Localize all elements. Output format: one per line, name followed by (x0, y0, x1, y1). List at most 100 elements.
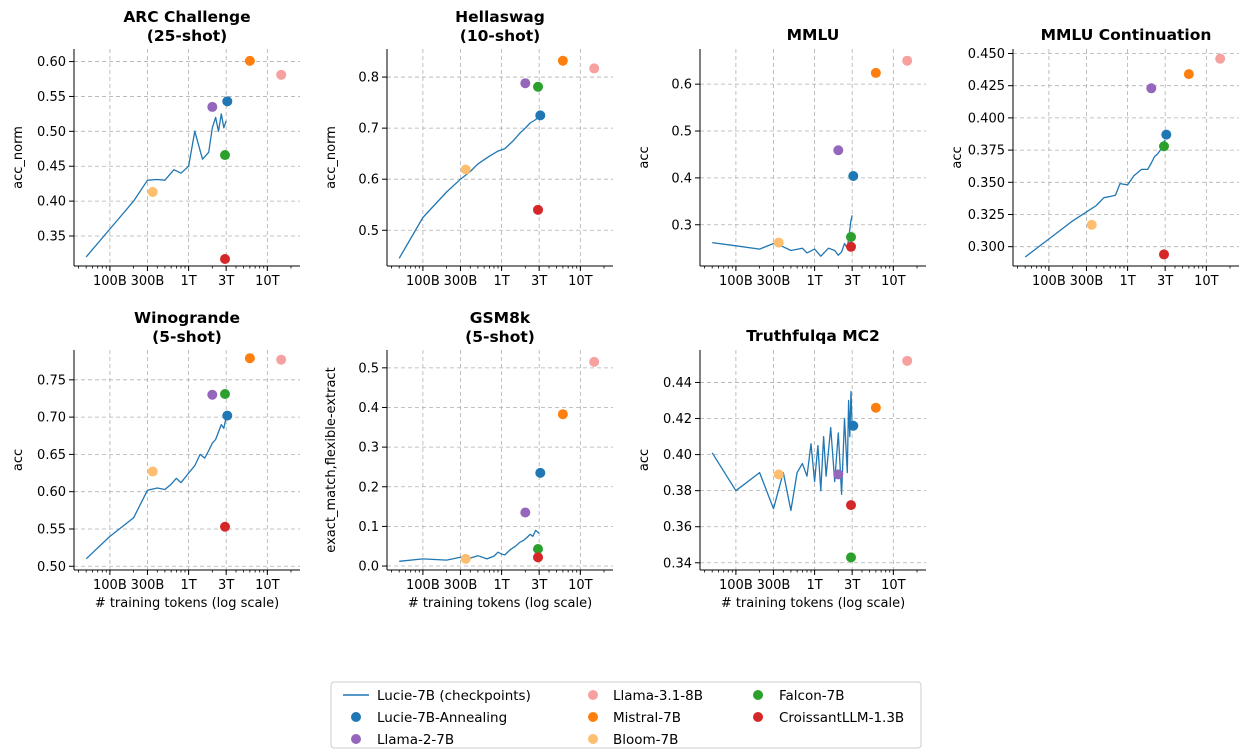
panel-6-point-falcon-7b (533, 543, 544, 554)
panel-4: 100B 300B 1T 3T 10T 0.300 0.325 0.350 0.375 0.400… (950, 26, 1239, 289)
panel-1-x-tick-label-4: 10T (255, 274, 280, 289)
panel-6-y-tick-label-2: 0.2 (358, 480, 379, 495)
panel-1-x-tick-label-0: 100B (93, 274, 127, 289)
panel-7-point-mistral-7b (870, 402, 881, 413)
panel-4-x-tick-label-0: 100B (1032, 274, 1066, 289)
panel-4-y-tick-label-3: 0.375 (968, 144, 1005, 159)
legend-label-llama-2-7b: Llama-2-7B (377, 732, 454, 748)
panel-5-x-tick-label-4: 10T (255, 578, 280, 593)
panel-5-point-llama-3-1-8b (276, 354, 287, 365)
panel-6-y-tick-label-5: 0.5 (358, 361, 379, 376)
panel-2-y-tick-label-3: 0.8 (358, 71, 379, 86)
panel-1-x-tick-label-1: 300B (131, 274, 165, 289)
panel-1-point-lucie-7b-annealing (222, 96, 233, 107)
panel-6-x-tick-label-1: 300B (444, 578, 478, 593)
panel-7-y-label: acc (637, 449, 652, 471)
panel-5-y-tick-label-5: 0.75 (37, 373, 66, 388)
legend-label-lucie-7b-checkpoints: Lucie-7B (checkpoints) (377, 688, 531, 704)
panel-5-y-tick-label-3: 0.65 (37, 448, 66, 463)
panel-2-point-croissantllm-1-3b (533, 204, 544, 215)
panel-1: 100B 300B 1T 3T 10T 0.35 0.40 0.45 0.50 0.55 0.60 A… (11, 8, 300, 289)
panel-7-y-tick-label-1: 0.36 (663, 520, 692, 535)
panel-3-title: MMLU (787, 26, 840, 44)
panel-4-point-falcon-7b (1159, 141, 1170, 152)
panel-2-x-tick-label-4: 10T (568, 274, 593, 289)
panel-5-y-label: acc (11, 449, 26, 471)
panel-2-y-tick-label-0: 0.5 (358, 224, 379, 239)
panel-5-point-mistral-7b (244, 353, 255, 364)
panel-5-point-croissantllm-1-3b (220, 521, 231, 532)
panel-6-x-tick-label-3: 3T (531, 578, 547, 593)
panel-7-point-falcon-7b (846, 552, 857, 563)
panel-6-y-tick-label-1: 0.1 (358, 520, 379, 535)
panel-7-x-tick-label-3: 3T (844, 578, 860, 593)
panel-7-series-lucie-7b-checkpoints (711, 390, 853, 512)
legend-swatch-llama-3-1-8b (588, 690, 598, 700)
panel-1-x-tick-label-3: 3T (218, 274, 234, 289)
panel-2-y-label: acc_norm (324, 126, 339, 189)
panel-2-series-lucie-7b-checkpoints (398, 116, 540, 259)
panel-2-y-tick-label-2: 0.7 (358, 122, 379, 137)
legend-swatch-llama-2-7b (351, 734, 361, 744)
panel-1-y-tick-label-5: 0.60 (37, 55, 66, 70)
panel-2-point-falcon-7b (533, 81, 544, 92)
panel-3-point-mistral-7b (870, 67, 881, 78)
panel-3-y-tick-label-1: 0.4 (671, 171, 692, 186)
panel-2-x-tick-label-2: 1T (494, 274, 510, 289)
legend-label-lucie-7b-annealing: Lucie-7B-Annealing (377, 710, 507, 726)
panel-6-point-llama-2-7b (520, 507, 531, 518)
panel-5-y-tick-label-1: 0.55 (37, 522, 66, 537)
panel-5-series-lucie-7b-checkpoints (85, 416, 227, 560)
panel-2-point-llama-2-7b (520, 78, 531, 89)
panel-4-y-tick-label-1: 0.325 (968, 208, 1005, 223)
panel-5-y-tick-label-2: 0.60 (37, 485, 66, 500)
panel-7-y-tick-label-3: 0.40 (663, 448, 692, 463)
panel-4-y-tick-label-6: 0.450 (968, 47, 1005, 62)
legend-label-llama-3-1-8b: Llama-3.1-8B (613, 688, 703, 704)
panel-3-y-tick-label-2: 0.5 (671, 125, 692, 140)
panel-3-point-bloom-7b (773, 237, 784, 248)
panel-2: 100B 300B 1T 3T 10T 0.5 0.6 0.7 0.8 Hellaswag (10-… (324, 8, 613, 289)
panel-5-x-tick-label-2: 1T (181, 578, 197, 593)
panel-4-title: MMLU Continuation (1041, 26, 1212, 44)
panel-3-series-lucie-7b-checkpoints (712, 215, 853, 257)
panel-5-x-tick-label-0: 100B (93, 578, 127, 593)
panel-5-y-tick-label-4: 0.70 (37, 411, 66, 426)
panel-2-point-mistral-7b (557, 55, 568, 66)
panel-6-point-croissantllm-1-3b (533, 552, 544, 563)
panel-2-point-bloom-7b (460, 164, 471, 175)
panel-3-x-tick-label-1: 300B (757, 274, 791, 289)
panel-3-x-tick-label-2: 1T (807, 274, 823, 289)
panel-2-point-lucie-7b-annealing (535, 110, 546, 121)
panel-7-y-tick-label-0: 0.34 (663, 556, 692, 571)
legend-label-mistral-7b: Mistral-7B (613, 710, 681, 726)
panel-4-point-croissantllm-1-3b (1159, 249, 1170, 260)
panel-1-y-label: acc_norm (11, 126, 26, 189)
panel-4-y-label: acc (950, 146, 965, 168)
panel-1-y-tick-label-4: 0.55 (37, 90, 66, 105)
panel-3-x-tick-label-4: 10T (881, 274, 906, 289)
panel-6-point-mistral-7b (557, 409, 568, 420)
panel-1-y-tick-label-1: 0.40 (37, 195, 66, 210)
panel-1-title: ARC Challenge (25-shot) (123, 8, 250, 45)
panel-1-point-mistral-7b (244, 55, 255, 66)
panel-1-point-llama-3-1-8b (276, 69, 287, 80)
panel-3-y-label: acc (637, 146, 652, 168)
legend-label-croissantllm-1-3b: CroissantLLM-1.3B (779, 710, 904, 726)
panel-4-point-llama-2-7b (1146, 83, 1157, 94)
panel-3-point-croissantllm-1-3b (846, 241, 857, 252)
legend: Lucie-7B (checkpoints) Lucie-7B-Annealin… (330, 681, 922, 749)
panel-5-x-label: # training tokens (log scale) (95, 596, 279, 611)
panel-2-x-tick-label-1: 300B (444, 274, 478, 289)
panel-5-point-lucie-7b-annealing (222, 410, 233, 421)
panel-1-point-falcon-7b (220, 150, 231, 161)
panel-6-y-tick-label-4: 0.4 (358, 401, 379, 416)
panel-1-series-lucie-7b-checkpoints (85, 113, 227, 258)
panel-7-x-tick-label-4: 10T (881, 578, 906, 593)
panel-7-point-llama-3-1-8b (902, 355, 913, 366)
panel-4-x-tick-label-2: 1T (1120, 274, 1136, 289)
panel-7-point-llama-2-7b (833, 469, 844, 480)
legend-label-bloom-7b: Bloom-7B (613, 732, 678, 748)
panel-5-y-tick-label-0: 0.50 (37, 560, 66, 575)
panel-1-point-llama-2-7b (207, 101, 218, 112)
